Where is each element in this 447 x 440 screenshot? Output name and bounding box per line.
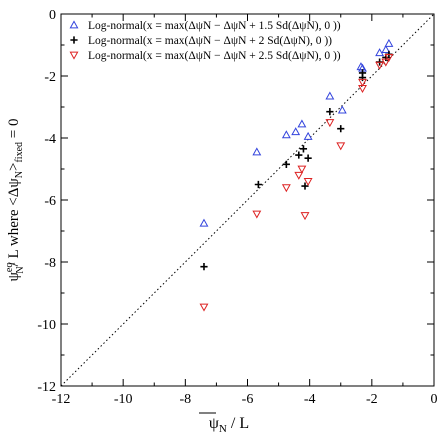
series-3-point	[325, 119, 335, 128]
series-3-point	[381, 58, 391, 67]
series-3-point	[384, 54, 394, 63]
series-3-point	[300, 212, 310, 221]
x-tick-label: -12	[52, 392, 71, 407]
series-3-point	[297, 165, 307, 174]
legend-label-3: Log-normal(x = max(ΔψN − ΔψN + 2.5 Sd(Δψ…	[88, 50, 341, 62]
y-axis-label-gt: >	[6, 163, 22, 171]
legend-marker-3	[69, 51, 79, 60]
series-1-point	[337, 105, 347, 114]
series-1-point	[325, 91, 335, 100]
series-2-point	[301, 182, 309, 190]
y-axis-label-psi: ψ	[6, 271, 22, 281]
x-tick-label: 0	[431, 392, 438, 407]
series-2-point	[337, 125, 345, 133]
series-1-point	[384, 38, 394, 47]
y-tick-label: -2	[44, 70, 56, 85]
series-3-point	[375, 61, 385, 70]
y-tick-label: -6	[44, 194, 56, 209]
y-tick-label: -12	[37, 380, 56, 395]
legend-label-2: Log-normal(x = max(ΔψN − ΔψN + 2 Sd(ΔψN)…	[88, 35, 332, 47]
y-tick-label: -8	[44, 256, 56, 271]
series-2-point	[326, 108, 334, 116]
axis-ticks	[60, 13, 435, 387]
legend-label-1: Log-normal(x = max(ΔψN − ΔψN + 1.5 Sd(Δψ…	[88, 20, 341, 32]
series-3-point	[281, 184, 291, 193]
series-3-point	[294, 171, 304, 180]
series-3-point	[358, 78, 367, 87]
series-2-point	[200, 263, 208, 271]
series-2-point	[299, 145, 308, 153]
series-3-point	[199, 303, 209, 312]
legend: Log-normal(x = max(ΔψN − ΔψN + 1.5 Sd(Δψ…	[69, 20, 341, 62]
series-1-point	[303, 131, 313, 140]
y-axis-label-eq: eq	[4, 263, 15, 272]
series-3-point	[336, 142, 346, 151]
x-tick-label: -8	[179, 392, 191, 407]
x-tick-label: -10	[114, 392, 133, 407]
series-1-point	[281, 130, 291, 139]
series-1-point	[356, 62, 366, 71]
series-3-point	[252, 210, 262, 219]
y-tick-label: -10	[37, 318, 56, 333]
x-tick-label: -2	[366, 392, 378, 407]
x-axis-label-sub: N	[219, 423, 227, 435]
x-tick-label: -6	[242, 392, 254, 407]
series-1-point	[297, 119, 307, 128]
series-1-point	[252, 147, 262, 156]
axis-tick-labels: -12 -10 -8 -6 -4 -2 0 -12 -10 -8 -6 -4 -2 0	[37, 8, 437, 407]
series-1-point	[375, 48, 385, 57]
y-axis-label: ψeqN/ L where <ΔψN>fixed = 0	[4, 119, 26, 282]
y-tick-label: 0	[49, 8, 56, 23]
series-2-point	[254, 180, 262, 189]
y-axis-label-mid: / L where <Δψ	[6, 178, 22, 267]
y-axis-label-n2: N	[14, 171, 25, 178]
y-axis-label-fixed: fixed	[14, 142, 25, 163]
y-axis-label-n: N	[15, 266, 26, 273]
y-axis-label-equals: = 0	[6, 119, 22, 142]
series-1-point	[381, 45, 391, 54]
series-3-point	[303, 178, 313, 187]
y-tick-label: -4	[44, 132, 56, 147]
series-1-point	[199, 218, 209, 227]
x-tick-label: -4	[304, 392, 316, 407]
x-axis-label: ψN / L	[209, 415, 249, 435]
x-axis-label-psi: ψ	[209, 415, 219, 432]
series-2-point	[295, 151, 303, 159]
x-axis-label-rest: / L	[227, 415, 249, 432]
legend-marker-1	[69, 20, 79, 29]
legend-marker-2	[70, 36, 78, 44]
series-2-point	[358, 69, 367, 77]
data-points	[199, 38, 394, 312]
series-2-point	[282, 160, 290, 168]
series-2-point	[304, 154, 312, 162]
series-1-point	[291, 127, 301, 136]
